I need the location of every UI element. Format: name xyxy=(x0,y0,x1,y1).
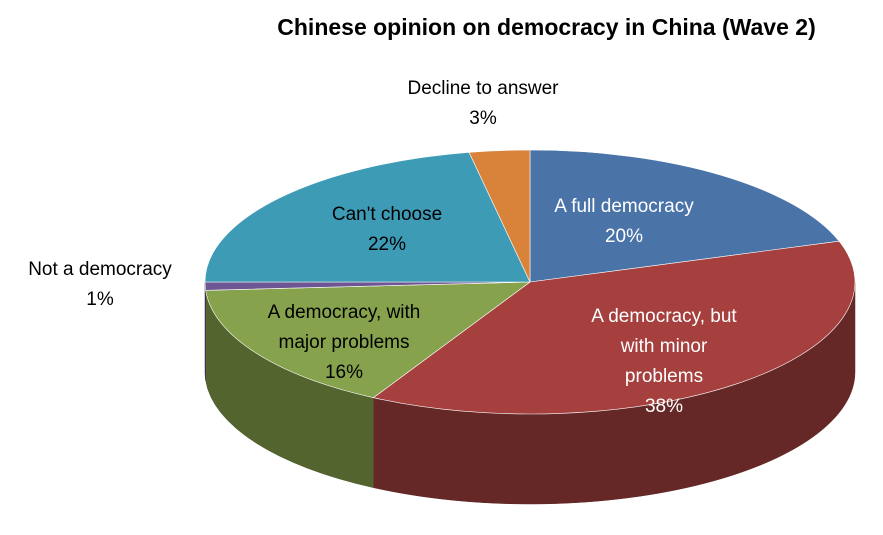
pie-slice-side xyxy=(204,281,206,381)
chart-title: Chinese opinion on democracy in China (W… xyxy=(277,14,816,40)
pie-slice xyxy=(529,149,840,283)
pie-data-label: Decline to answer 3% xyxy=(407,78,559,129)
pie-slice xyxy=(468,149,531,283)
pie-data-label: A democracy, but with minor problems 38% xyxy=(591,306,737,417)
pie-data-label: Can't choose 22% xyxy=(332,204,442,255)
pie-slice xyxy=(204,152,531,283)
pie-slice xyxy=(372,240,856,415)
pie-data-label: A full democracy 20% xyxy=(554,196,694,247)
pie-slice xyxy=(205,281,531,398)
pie-data-label: A democracy, with major problems 16% xyxy=(268,302,421,383)
pie-top xyxy=(204,149,856,415)
pie-data-label: Not a democracy 1% xyxy=(28,259,172,310)
pie-labels: A full democracy 20% A democracy, but with … xyxy=(28,78,737,417)
